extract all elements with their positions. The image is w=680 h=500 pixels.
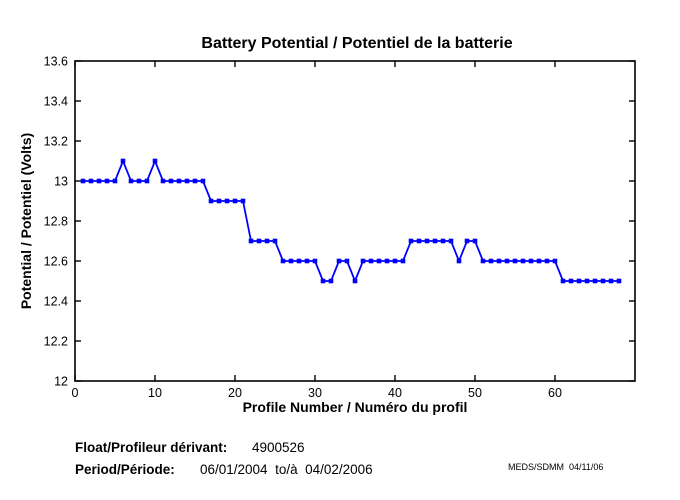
series-marker xyxy=(120,158,126,164)
series-marker xyxy=(608,278,614,284)
series-marker xyxy=(480,258,486,264)
series-marker xyxy=(144,178,150,184)
series-marker xyxy=(560,278,566,284)
axes-frame xyxy=(74,60,636,382)
series-marker xyxy=(416,238,422,244)
credit-text: MEDS/SDMM 04/11/06 xyxy=(508,462,603,472)
series-marker xyxy=(168,178,174,184)
series-marker xyxy=(160,178,166,184)
y-tick-label: 12.8 xyxy=(44,215,68,229)
series-marker xyxy=(392,258,398,264)
series-marker xyxy=(256,238,262,244)
series-marker xyxy=(112,178,118,184)
series-marker xyxy=(472,238,478,244)
series-marker xyxy=(296,258,302,264)
y-tick-label: 12.2 xyxy=(44,335,68,349)
y-tick-label: 12 xyxy=(54,375,68,389)
series-marker xyxy=(304,258,310,264)
series-marker xyxy=(192,178,198,184)
series-marker xyxy=(240,198,246,204)
series-marker xyxy=(368,258,374,264)
series-marker xyxy=(400,258,406,264)
series-marker xyxy=(496,258,502,264)
x-tick-label: 60 xyxy=(548,386,562,400)
y-tick-label: 13.4 xyxy=(44,95,68,109)
series-marker xyxy=(176,178,182,184)
series-marker xyxy=(352,278,358,284)
series-marker xyxy=(464,238,470,244)
series-marker xyxy=(336,258,342,264)
y-tick-label: 13.2 xyxy=(44,135,68,149)
y-tick-label: 12.6 xyxy=(44,255,68,269)
x-tick-label: 0 xyxy=(72,386,79,400)
series-marker xyxy=(208,198,214,204)
x-tick-label: 40 xyxy=(388,386,402,400)
series-marker xyxy=(448,238,454,244)
x-tick-label: 30 xyxy=(308,386,322,400)
series-marker xyxy=(528,258,534,264)
series-marker xyxy=(584,278,590,284)
series-marker xyxy=(408,238,414,244)
series-marker xyxy=(576,278,582,284)
series-marker xyxy=(440,238,446,244)
float-label: Float/Profileur dérivant: xyxy=(75,440,227,455)
series-marker xyxy=(104,178,110,184)
series-marker xyxy=(200,178,206,184)
x-tick-label: 50 xyxy=(468,386,482,400)
series-marker xyxy=(376,258,382,264)
series-marker xyxy=(600,278,606,284)
series-marker xyxy=(216,198,222,204)
x-tick-label: 10 xyxy=(148,386,162,400)
series-marker xyxy=(552,258,558,264)
series-marker xyxy=(80,178,86,184)
series-marker xyxy=(592,278,598,284)
series-marker xyxy=(232,198,238,204)
x-axis-title: Profile Number / Numéro du profil xyxy=(243,399,468,415)
series-marker xyxy=(96,178,102,184)
series-marker xyxy=(288,258,294,264)
series-marker xyxy=(568,278,574,284)
series-marker xyxy=(520,258,526,264)
series-marker xyxy=(432,238,438,244)
series-marker xyxy=(384,258,390,264)
series-marker xyxy=(504,258,510,264)
series-marker xyxy=(128,178,134,184)
series-marker xyxy=(512,258,518,264)
series-marker xyxy=(424,238,430,244)
series-marker xyxy=(320,278,326,284)
series-marker xyxy=(328,278,334,284)
series-marker xyxy=(456,258,462,264)
y-tick-label: 12.4 xyxy=(44,295,68,309)
period-value: 06/01/2004 to/à 04/02/2006 xyxy=(200,462,373,477)
float-value: 4900526 xyxy=(252,440,305,455)
plot-area: 0 10 20 30 40 50 60 12 12.2 12.4 12.6 12.8 13 13.2 13.… xyxy=(44,55,636,400)
chart-title: Battery Potential / Potentiel de la batt… xyxy=(201,35,512,52)
y-tick-label: 13.6 xyxy=(44,55,68,69)
series-marker xyxy=(312,258,318,264)
series-marker xyxy=(184,178,190,184)
series-marker xyxy=(88,178,94,184)
series-marker xyxy=(264,238,270,244)
series-marker xyxy=(360,258,366,264)
y-axis-title: Potential / Potentiel (Volts) xyxy=(18,133,34,309)
series-marker xyxy=(616,278,622,284)
series-marker xyxy=(224,198,230,204)
period-label: Period/Période: xyxy=(75,462,175,477)
series-marker xyxy=(488,258,494,264)
series-marker xyxy=(344,258,350,264)
series-marker xyxy=(272,238,278,244)
series-marker xyxy=(136,178,142,184)
y-tick-label: 13 xyxy=(54,175,68,189)
series-marker xyxy=(536,258,542,264)
x-tick-label: 20 xyxy=(228,386,242,400)
series-marker xyxy=(544,258,550,264)
series-marker xyxy=(152,158,158,164)
series-marker xyxy=(280,258,286,264)
series-marker xyxy=(248,238,254,244)
